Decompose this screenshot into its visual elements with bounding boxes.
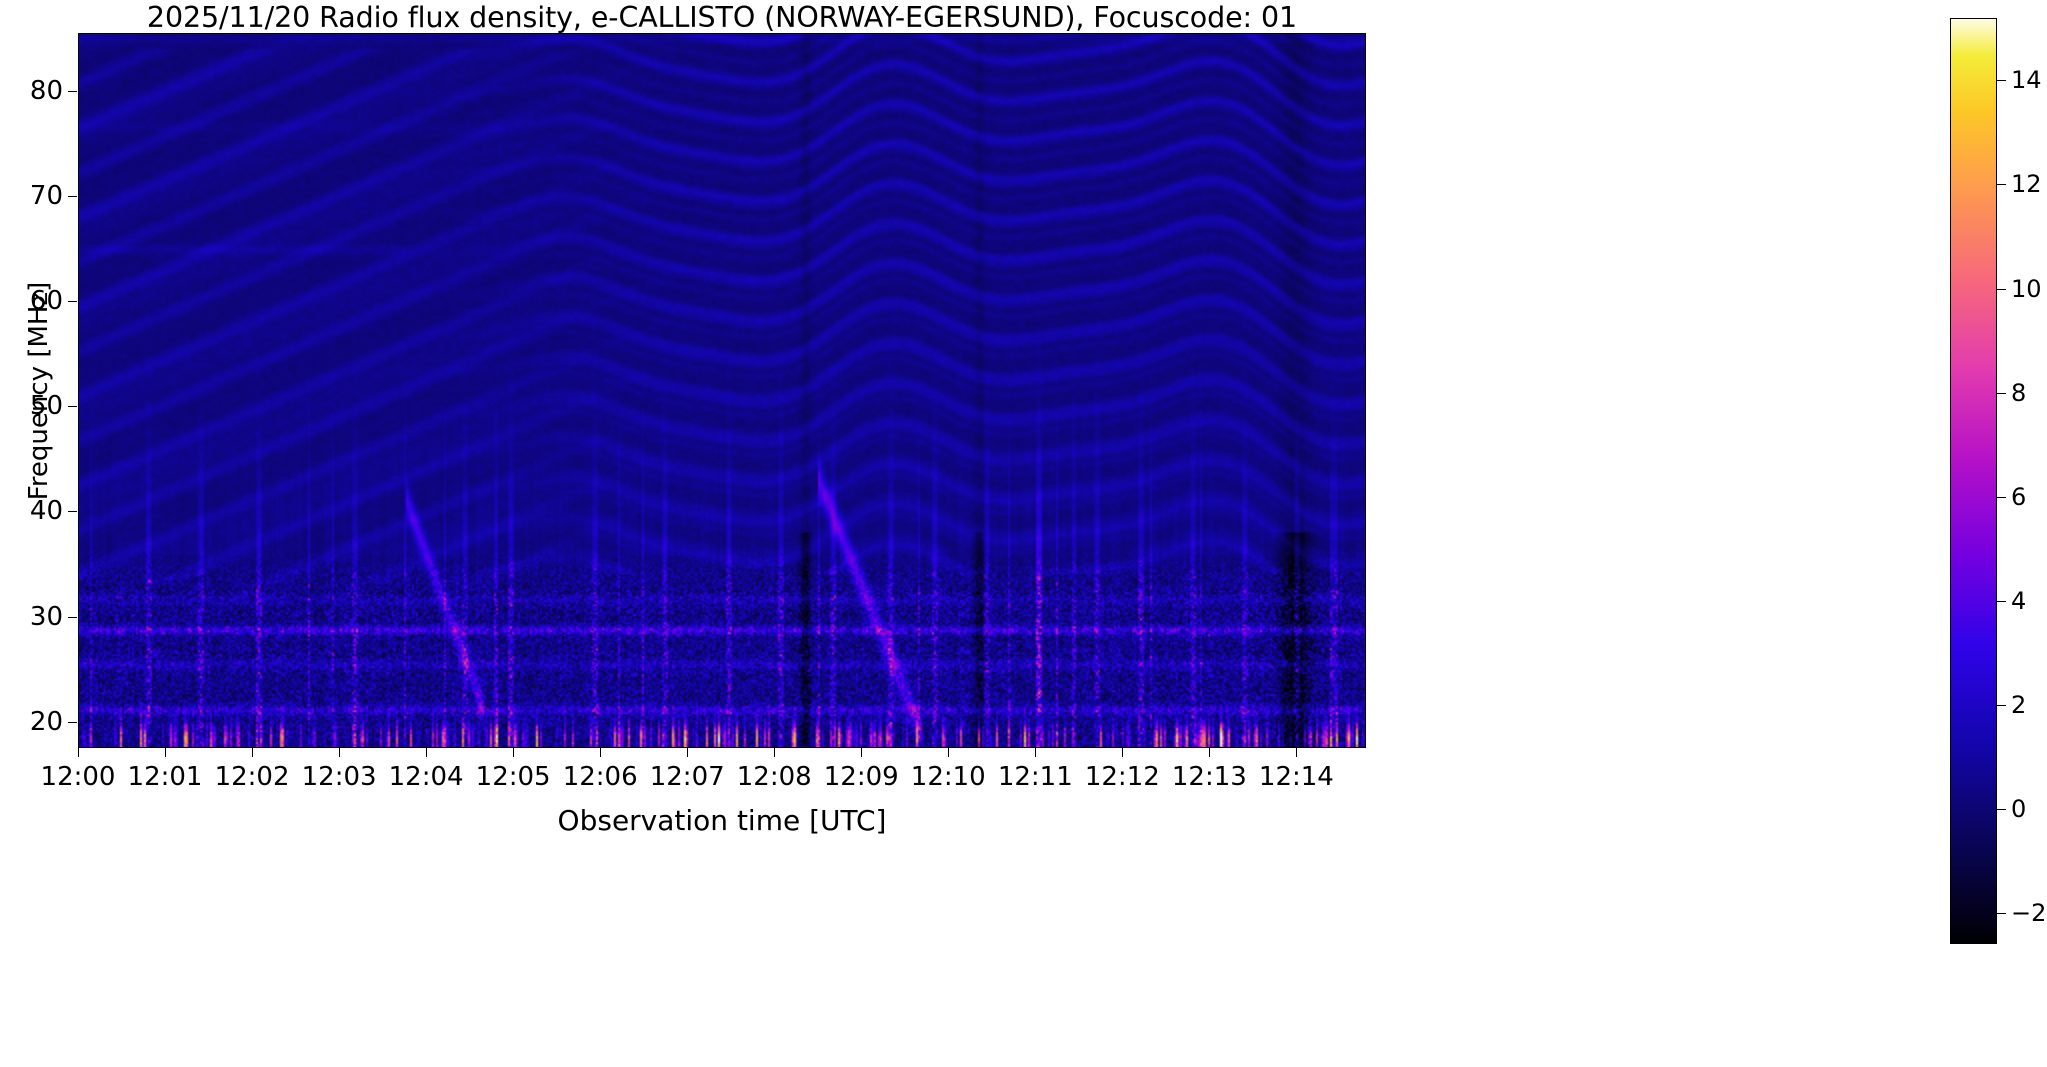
- x-axis-tick: [774, 748, 776, 757]
- y-axis-tick: [68, 406, 77, 408]
- x-axis-tick: [687, 748, 689, 757]
- x-axis-tick: [1122, 748, 1124, 757]
- colorbar-tick-label: 0: [2011, 794, 2027, 823]
- colorbar-tick-label: 8: [2011, 378, 2027, 407]
- x-axis-tick-label: 12:05: [475, 762, 551, 792]
- x-axis-tick: [948, 748, 950, 757]
- x-axis-tick: [339, 748, 341, 757]
- y-axis-tick: [68, 616, 77, 618]
- colorbar-tick: [1997, 184, 2006, 186]
- x-axis-label: Observation time [UTC]: [557, 804, 887, 837]
- y-axis-tick-label: 60: [29, 286, 63, 317]
- colorbar-tick: [1997, 600, 2006, 602]
- colorbar-tick-label: 10: [2011, 274, 2042, 303]
- colorbar-tick-label: 14: [2011, 66, 2042, 95]
- x-axis-tick-label: 12:13: [1171, 762, 1247, 792]
- colorbar-tick-label: −2: [2011, 898, 2047, 927]
- x-axis-tick-label: 12:10: [910, 762, 986, 792]
- y-axis-tick-label: 20: [29, 706, 63, 737]
- x-axis-tick-label: 12:06: [562, 762, 638, 792]
- colorbar-tick: [1997, 808, 2006, 810]
- y-axis-tick: [68, 301, 77, 303]
- colorbar-tick-label: 4: [2011, 586, 2027, 615]
- x-axis-tick-label: 12:07: [649, 762, 725, 792]
- page-title: 2025/11/20 Radio flux density, e-CALLIST…: [146, 0, 1298, 34]
- y-axis-tick-label: 70: [29, 180, 63, 211]
- y-axis-tick: [68, 721, 77, 723]
- y-axis-tick-label: 30: [29, 601, 63, 632]
- x-axis-tick: [252, 748, 254, 757]
- colorbar-tick: [1997, 80, 2006, 82]
- y-axis-tick-label: 40: [29, 496, 63, 527]
- colorbar-tick: [1997, 288, 2006, 290]
- x-axis-tick: [861, 748, 863, 757]
- y-axis-tick: [68, 511, 77, 513]
- y-axis-tick: [68, 195, 77, 197]
- colorbar-tick: [1997, 704, 2006, 706]
- x-axis-tick: [1296, 748, 1298, 757]
- x-axis-tick: [600, 748, 602, 757]
- y-axis-tick: [68, 90, 77, 92]
- x-axis-tick: [1209, 748, 1211, 757]
- colorbar-tick-label: 6: [2011, 482, 2027, 511]
- x-axis-tick: [78, 748, 79, 757]
- x-axis-tick-label: 12:12: [1084, 762, 1160, 792]
- x-axis-tick: [165, 748, 167, 757]
- colorbar-tick-label: 2: [2011, 690, 2027, 719]
- colorbar-tick-label: 12: [2011, 170, 2042, 199]
- colorbar-tick: [1997, 392, 2006, 394]
- x-axis-tick: [1035, 748, 1037, 757]
- colorbar-tick: [1997, 496, 2006, 498]
- y-axis-tick-label: 80: [29, 75, 63, 106]
- x-axis-tick-label: 12:11: [997, 762, 1073, 792]
- x-axis-tick: [426, 748, 428, 757]
- x-axis-tick-label: 12:14: [1258, 762, 1334, 792]
- x-axis-tick-label: 12:08: [736, 762, 812, 792]
- x-axis-tick-label: 12:00: [40, 762, 116, 792]
- y-axis-label: Frequency [MHz]: [24, 281, 54, 500]
- x-axis-tick-label: 12:09: [823, 762, 899, 792]
- colorbar-tick: [1997, 912, 2006, 914]
- x-axis-tick-label: 12:02: [214, 762, 290, 792]
- x-axis-tick-label: 12:04: [388, 762, 464, 792]
- x-axis-tick-label: 12:01: [127, 762, 203, 792]
- spectrogram-plot-area[interactable]: [78, 33, 1366, 748]
- colorbar[interactable]: [1950, 18, 1997, 944]
- x-axis-tick: [513, 748, 515, 757]
- x-axis-tick-label: 12:03: [301, 762, 377, 792]
- y-axis-tick-label: 50: [29, 391, 63, 422]
